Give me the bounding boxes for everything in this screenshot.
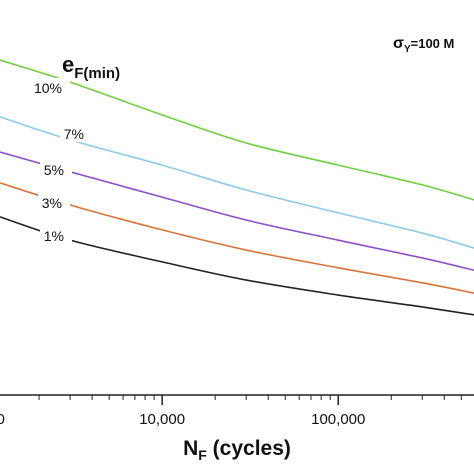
x-tick-label: 10,000 [139,411,185,428]
label-background [40,160,72,178]
annotation: σY=100 M [393,35,454,55]
label-background [38,78,70,96]
label-background [40,226,72,244]
x-tick-label: 1,000 [0,411,5,428]
x-axis-label: NF (cycles) [183,437,291,463]
series-label: 1% [44,228,64,244]
label-background [38,193,70,211]
label-background [60,124,92,142]
legend-title: eF(min) [62,52,120,82]
series-label: 3% [42,195,62,211]
series-line [0,59,474,201]
series-label: 5% [44,162,64,178]
series-label: 10% [34,80,62,96]
series-label: 7% [64,126,84,142]
series-line [0,182,474,294]
x-tick-label: 100,000 [311,411,365,428]
